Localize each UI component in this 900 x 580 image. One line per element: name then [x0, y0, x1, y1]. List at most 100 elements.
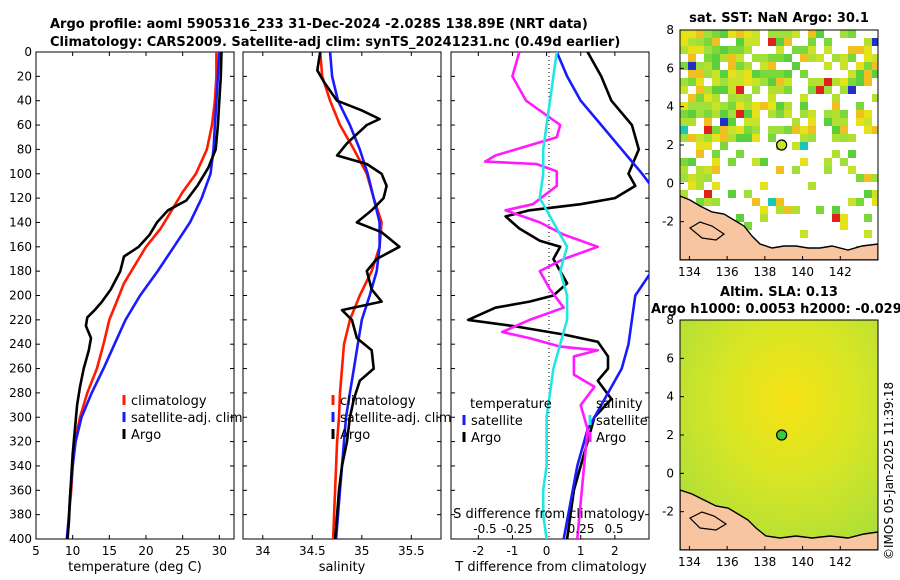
- sst-cell: [696, 46, 704, 54]
- sst-cell: [696, 86, 704, 94]
- sst-cell: [800, 70, 808, 78]
- sst-cell: [816, 30, 824, 38]
- x-tick-label: 1: [577, 544, 585, 558]
- sst-cell: [696, 78, 704, 86]
- sst-cell: [704, 190, 712, 198]
- sst-cell: [832, 150, 840, 158]
- sst-cell: [752, 118, 760, 126]
- sst-cell: [720, 142, 728, 150]
- sst-cell: [712, 86, 720, 94]
- sla-map-island: [688, 511, 728, 531]
- sst-cell: [752, 134, 760, 142]
- sst-cell: [688, 110, 696, 118]
- x-tick-label: 30: [212, 544, 227, 558]
- sst-cell: [720, 54, 728, 62]
- sst-cell: [704, 174, 712, 182]
- sst-cell: [848, 70, 856, 78]
- x-tick-label: 25: [175, 544, 190, 558]
- sst-cell: [728, 134, 736, 142]
- difference-xlabel: T difference from climatology: [454, 560, 647, 575]
- sst-cell: [728, 62, 736, 70]
- sst-cell: [696, 30, 704, 38]
- sst-cell: [712, 30, 720, 38]
- sst-cell: [712, 150, 720, 158]
- sst-cell: [688, 94, 696, 102]
- sst-cell: [800, 94, 808, 102]
- sst-cell: [712, 158, 720, 166]
- sst-cell: [792, 118, 800, 126]
- sst-cell: [832, 78, 840, 86]
- sst-cell: [768, 54, 776, 62]
- sst-cell: [848, 54, 856, 62]
- sst-cell: [776, 206, 784, 214]
- sst-cell: [712, 134, 720, 142]
- sst-cell: [824, 110, 832, 118]
- sst-cell: [872, 190, 878, 198]
- sst-cell: [768, 126, 776, 134]
- sst-cell: [728, 190, 736, 198]
- sst-cell: [728, 70, 736, 78]
- sst-cell: [800, 126, 808, 134]
- depth-tick-label: 40: [17, 94, 32, 108]
- sst-cell: [744, 134, 752, 142]
- salinity-xlabel: salinity: [319, 560, 366, 575]
- x-tick-label: 20: [138, 544, 153, 558]
- map-y-tick-label: -2: [662, 215, 674, 229]
- sst-map-ticks: 134 136 138 140 142 -2 0 2 4 6 8: [662, 23, 852, 279]
- sst-cell: [760, 158, 768, 166]
- depth-tick-label: 380: [9, 508, 32, 522]
- sst-cell: [840, 126, 848, 134]
- sst-cell: [800, 134, 808, 142]
- sst-cell: [808, 78, 816, 86]
- sst-cell: [792, 46, 800, 54]
- sst-cell: [792, 142, 800, 150]
- sst-cell: [688, 134, 696, 142]
- sst-cell: [824, 46, 832, 54]
- sst-map-title: sat. SST: NaN Argo: 30.1: [689, 11, 869, 26]
- sst-cell: [744, 46, 752, 54]
- sst-cell: [784, 206, 792, 214]
- sst-cell: [736, 126, 744, 134]
- sst-cell: [720, 70, 728, 78]
- sst-cell: [848, 78, 856, 86]
- sst-cell: [832, 102, 840, 110]
- sst-cell: [792, 126, 800, 134]
- sst-cell: [808, 30, 816, 38]
- sst-cell: [784, 78, 792, 86]
- sst-cell: [728, 102, 736, 110]
- depth-tick-label: 360: [9, 483, 32, 497]
- salinity-series: [315, 52, 401, 539]
- sst-cell: [680, 86, 688, 94]
- sst-cell: [712, 126, 720, 134]
- sst-cell: [696, 70, 704, 78]
- sst-cell: [776, 86, 784, 94]
- temperature-panel: 5 10 15 20 25 3002040608010012014016018020022…: [9, 45, 243, 575]
- sst-cell: [696, 38, 704, 46]
- sst-cell: [776, 38, 784, 46]
- map-x-tick-label: 136: [716, 555, 739, 569]
- sst-cell: [808, 86, 816, 94]
- sst-cell: [792, 62, 800, 70]
- series-line-temperature: [466, 52, 641, 539]
- sst-cell: [768, 62, 776, 70]
- sla-map-subtitle: Argo h1000: 0.0053 h2000: -0.029: [651, 302, 900, 317]
- sst-cell: [704, 110, 712, 118]
- sst-cell: [832, 214, 840, 222]
- series-line-climatology: [318, 52, 383, 539]
- sst-cell: [704, 70, 712, 78]
- sst-cell: [864, 54, 872, 62]
- sst-cell: [688, 182, 696, 190]
- sst-cell: [840, 214, 848, 222]
- sst-cell: [848, 198, 856, 206]
- sst-cell: [808, 118, 816, 126]
- sst-cell: [872, 126, 878, 134]
- legend-label: satellite-adj. clim: [340, 411, 452, 426]
- sst-cell: [760, 102, 768, 110]
- series-line-salinity-satellite: [538, 52, 569, 539]
- sst-cell: [792, 166, 800, 174]
- sst-cell: [720, 102, 728, 110]
- series-line-temperature-satellite-deep: [562, 272, 649, 539]
- sst-cell: [752, 30, 760, 38]
- sst-cell: [760, 62, 768, 70]
